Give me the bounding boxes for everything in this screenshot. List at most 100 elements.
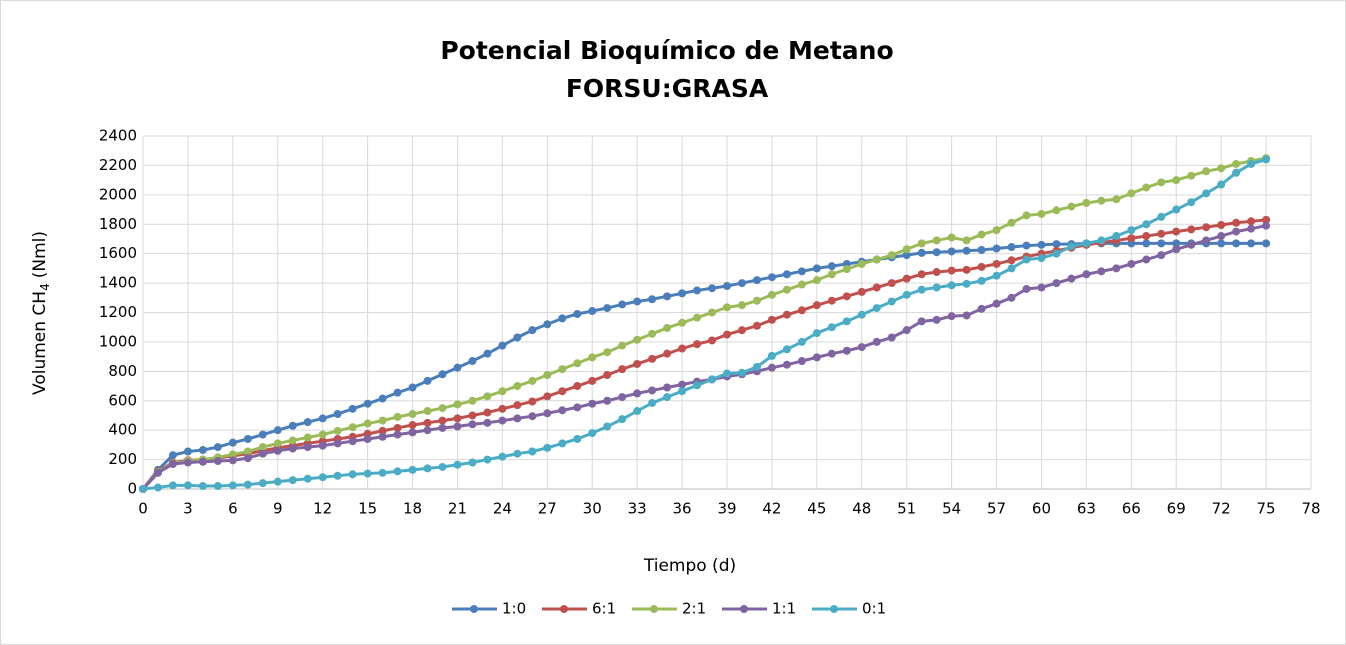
data-point [992, 226, 1001, 235]
data-point [393, 388, 402, 397]
data-point [303, 443, 312, 452]
y-tick-label: 1400 [99, 274, 137, 292]
data-point [273, 477, 282, 486]
legend-marker [830, 605, 838, 613]
data-point [273, 446, 282, 455]
x-tick-label: 9 [273, 500, 283, 518]
data-point [932, 315, 941, 324]
data-point [1157, 229, 1166, 238]
data-point [947, 247, 956, 256]
data-point [633, 297, 642, 306]
data-point [378, 426, 387, 435]
data-point [273, 439, 282, 448]
data-point [663, 393, 672, 402]
data-point [348, 404, 357, 413]
data-point [1202, 189, 1211, 198]
data-point [573, 403, 582, 412]
data-point [1232, 168, 1241, 177]
data-point [453, 400, 462, 409]
data-point [977, 276, 986, 285]
data-point [603, 422, 612, 431]
y-tick-label: 2200 [99, 156, 137, 174]
data-point [378, 416, 387, 425]
data-point [902, 251, 911, 260]
data-point [962, 311, 971, 320]
x-tick-label: 24 [493, 500, 512, 518]
data-point [1142, 239, 1151, 248]
data-point [1172, 205, 1181, 214]
legend-marker [560, 605, 568, 613]
data-point [183, 458, 192, 467]
data-point [1232, 227, 1241, 236]
data-point [932, 236, 941, 245]
data-point [423, 418, 432, 427]
data-point [483, 418, 492, 427]
data-point [213, 457, 222, 466]
data-point [648, 329, 657, 338]
data-point [498, 416, 507, 425]
data-point [333, 409, 342, 418]
data-point [678, 387, 687, 396]
data-point [588, 353, 597, 362]
legend-label: 0:1 [862, 600, 886, 618]
data-point [228, 438, 237, 447]
x-tick-label: 63 [1077, 500, 1096, 518]
data-point [513, 333, 522, 342]
data-point [902, 290, 911, 299]
data-point [947, 266, 956, 275]
data-point [932, 268, 941, 277]
data-point [393, 467, 402, 476]
data-point [737, 279, 746, 288]
data-point [872, 304, 881, 313]
data-point [663, 349, 672, 358]
data-point [663, 383, 672, 392]
x-tick-label: 69 [1167, 500, 1186, 518]
data-point [288, 444, 297, 453]
data-point [153, 468, 162, 477]
data-point [1142, 220, 1151, 229]
y-tick-label: 1000 [99, 332, 137, 350]
data-point [992, 244, 1001, 253]
data-point [1202, 223, 1211, 232]
data-point [648, 295, 657, 304]
data-point [618, 341, 627, 350]
data-point [842, 317, 851, 326]
data-point [618, 365, 627, 374]
y-axis-title-main: Volumen CH [30, 291, 50, 395]
data-point [438, 416, 447, 425]
series-line [141, 156, 1267, 490]
data-point [588, 376, 597, 385]
data-point [693, 381, 702, 390]
data-point [603, 396, 612, 405]
legend-label: 2:1 [682, 600, 706, 618]
data-point [917, 285, 926, 294]
data-point [228, 481, 237, 490]
data-point [1142, 183, 1151, 192]
y-tick-label: 0 [127, 480, 137, 498]
data-point [797, 267, 806, 276]
data-point [887, 279, 896, 288]
data-point [513, 449, 522, 458]
data-point [663, 323, 672, 332]
data-point [1232, 239, 1241, 248]
data-point [782, 310, 791, 319]
data-point [558, 365, 567, 374]
x-tick-label: 54 [942, 500, 961, 518]
data-point [1127, 226, 1136, 235]
data-point [752, 362, 761, 371]
data-point [962, 265, 971, 274]
data-point [393, 423, 402, 432]
data-point [1172, 227, 1181, 236]
data-point [528, 397, 537, 406]
y-tick-label: 200 [108, 450, 137, 468]
data-point [573, 434, 582, 443]
x-tick-label: 75 [1257, 500, 1276, 518]
data-point [528, 447, 537, 456]
data-point [1112, 232, 1121, 241]
data-point [648, 386, 657, 395]
data-point [168, 459, 177, 468]
data-point [603, 348, 612, 357]
data-point [198, 482, 207, 491]
data-point [1217, 232, 1226, 241]
data-point [887, 251, 896, 260]
